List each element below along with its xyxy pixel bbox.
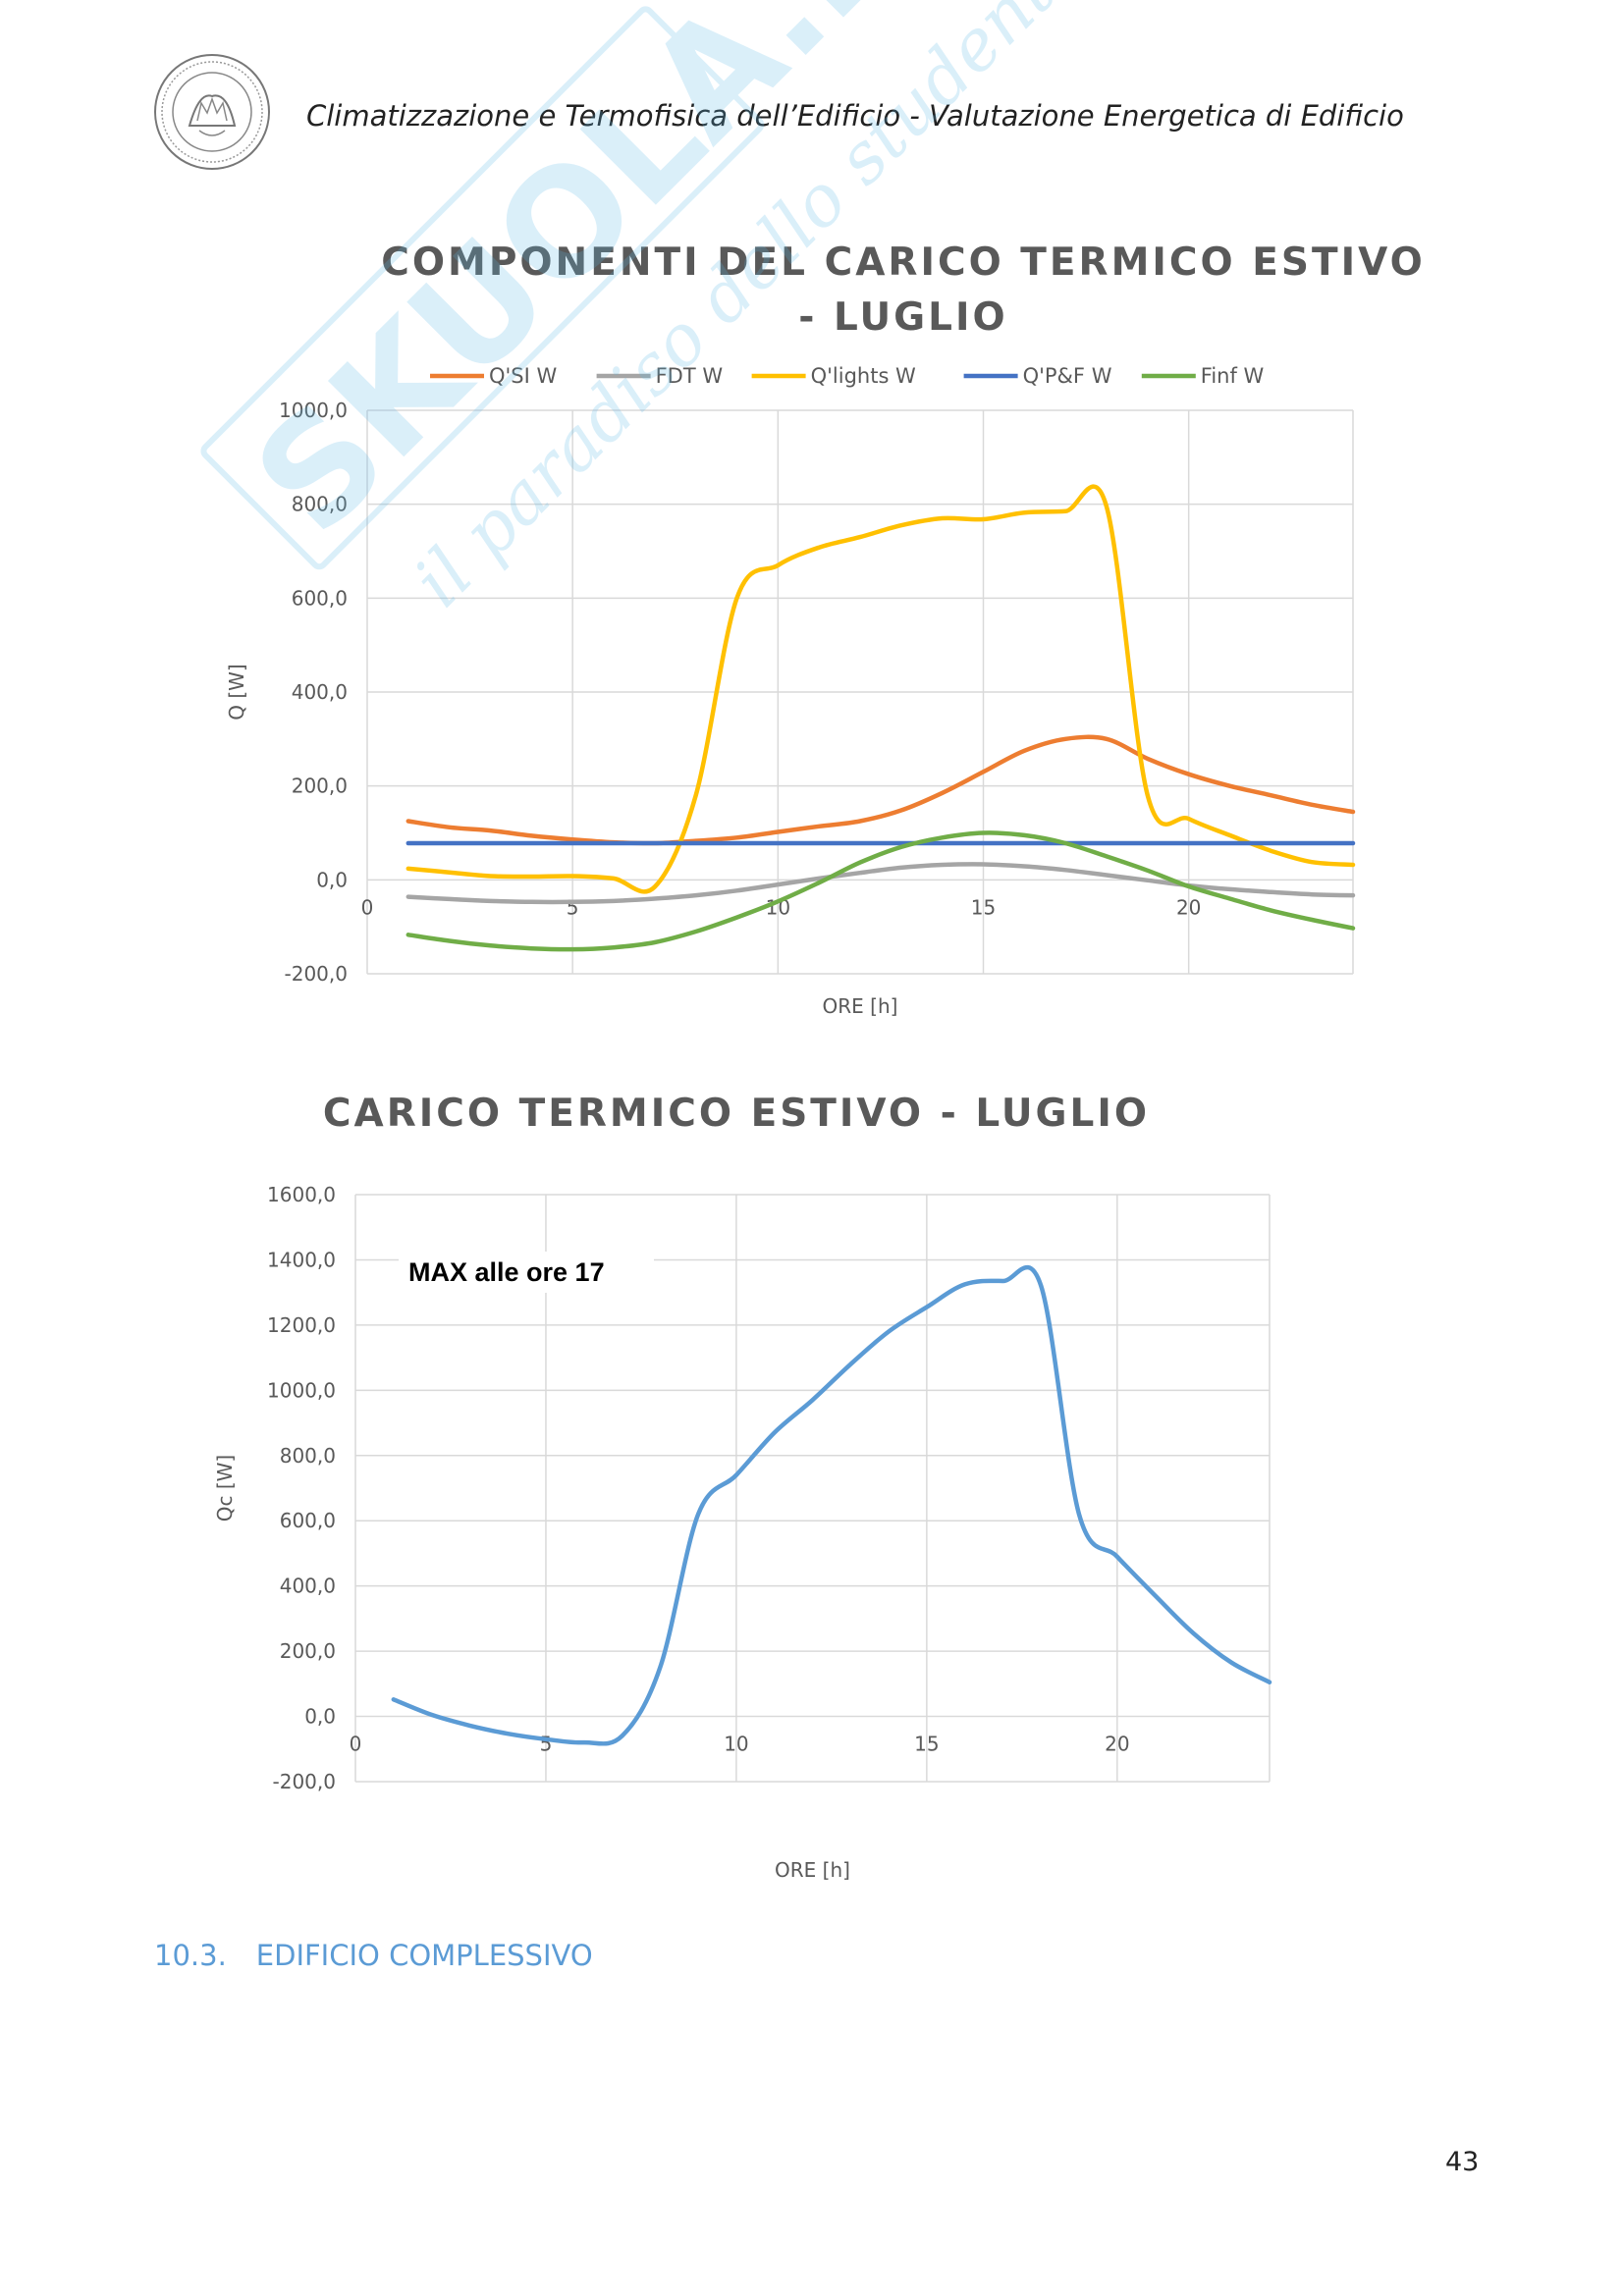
y-tick-label: 1200,0 <box>267 1313 336 1337</box>
series-line-2 <box>406 484 1356 894</box>
chart-title-components: COMPONENTI DEL CARICO TERMICO ESTIVO - L… <box>381 240 1426 340</box>
y-tick-label: 200,0 <box>292 774 348 798</box>
y-tick-label: 600,0 <box>292 586 348 610</box>
x-axis-label: ORE [h] <box>823 994 898 1018</box>
y-tick-label: 1400,0 <box>267 1248 336 1271</box>
chart-title-total-load: CARICO TERMICO ESTIVO - LUGLIO <box>322 1092 1151 1136</box>
legend-label: Q'lights W <box>811 364 916 388</box>
y-tick-label: 0,0 <box>304 1705 336 1729</box>
x-tick-label: 15 <box>971 895 996 919</box>
x-axis-label: ORE [h] <box>775 1858 850 1882</box>
legend-label: FDT W <box>656 364 724 388</box>
x-tick-label: 0 <box>350 1733 362 1756</box>
series-line-0 <box>406 734 1356 846</box>
series-line-0 <box>391 1264 1272 1746</box>
y-tick-label: 0,0 <box>316 868 348 891</box>
y-axis-label: Qc [W] <box>213 1455 237 1522</box>
y-axis-label: Q [W] <box>225 664 248 720</box>
y-tick-label: 1600,0 <box>267 1183 336 1206</box>
legend-label: Q'P&F W <box>1023 364 1112 388</box>
y-tick-label: 600,0 <box>280 1509 336 1532</box>
section-number: 10.3. <box>154 1939 227 1972</box>
y-tick-label: -200,0 <box>273 1770 336 1793</box>
legend-label: Q'SI W <box>489 364 558 388</box>
y-tick-label: 200,0 <box>280 1639 336 1663</box>
x-tick-label: 5 <box>540 1733 553 1756</box>
section-title: EDIFICIO COMPLESSIVO <box>255 1939 593 1972</box>
x-tick-label: 20 <box>1105 1733 1129 1756</box>
page-number: 43 <box>1445 2147 1480 2177</box>
x-tick-label: 10 <box>724 1733 748 1756</box>
y-tick-label: 400,0 <box>280 1575 336 1598</box>
y-tick-label: -200,0 <box>285 962 348 986</box>
x-tick-label: 15 <box>914 1733 939 1756</box>
x-tick-label: 0 <box>361 895 374 919</box>
x-tick-label: 20 <box>1176 895 1201 919</box>
series-line-4 <box>406 830 1356 952</box>
legend-label: Finf W <box>1201 364 1265 388</box>
y-tick-label: 1000,0 <box>279 399 348 422</box>
y-tick-label: 800,0 <box>280 1444 336 1468</box>
header-title: Climatizzazione e Termofisica dell’Edifi… <box>306 99 1404 133</box>
university-seal-logo <box>154 54 270 170</box>
section-heading: 10.3. EDIFICIO COMPLESSIVO <box>154 1939 593 1972</box>
annotation-max: MAX alle ore 17 <box>408 1257 605 1287</box>
y-tick-label: 1000,0 <box>267 1378 336 1402</box>
y-tick-label: 800,0 <box>292 493 348 516</box>
y-tick-label: 400,0 <box>292 680 348 704</box>
chart-total-load: 1600,01400,01200,01000,0800,0600,0400,02… <box>213 1183 1272 1882</box>
annotation-box <box>399 1252 654 1293</box>
